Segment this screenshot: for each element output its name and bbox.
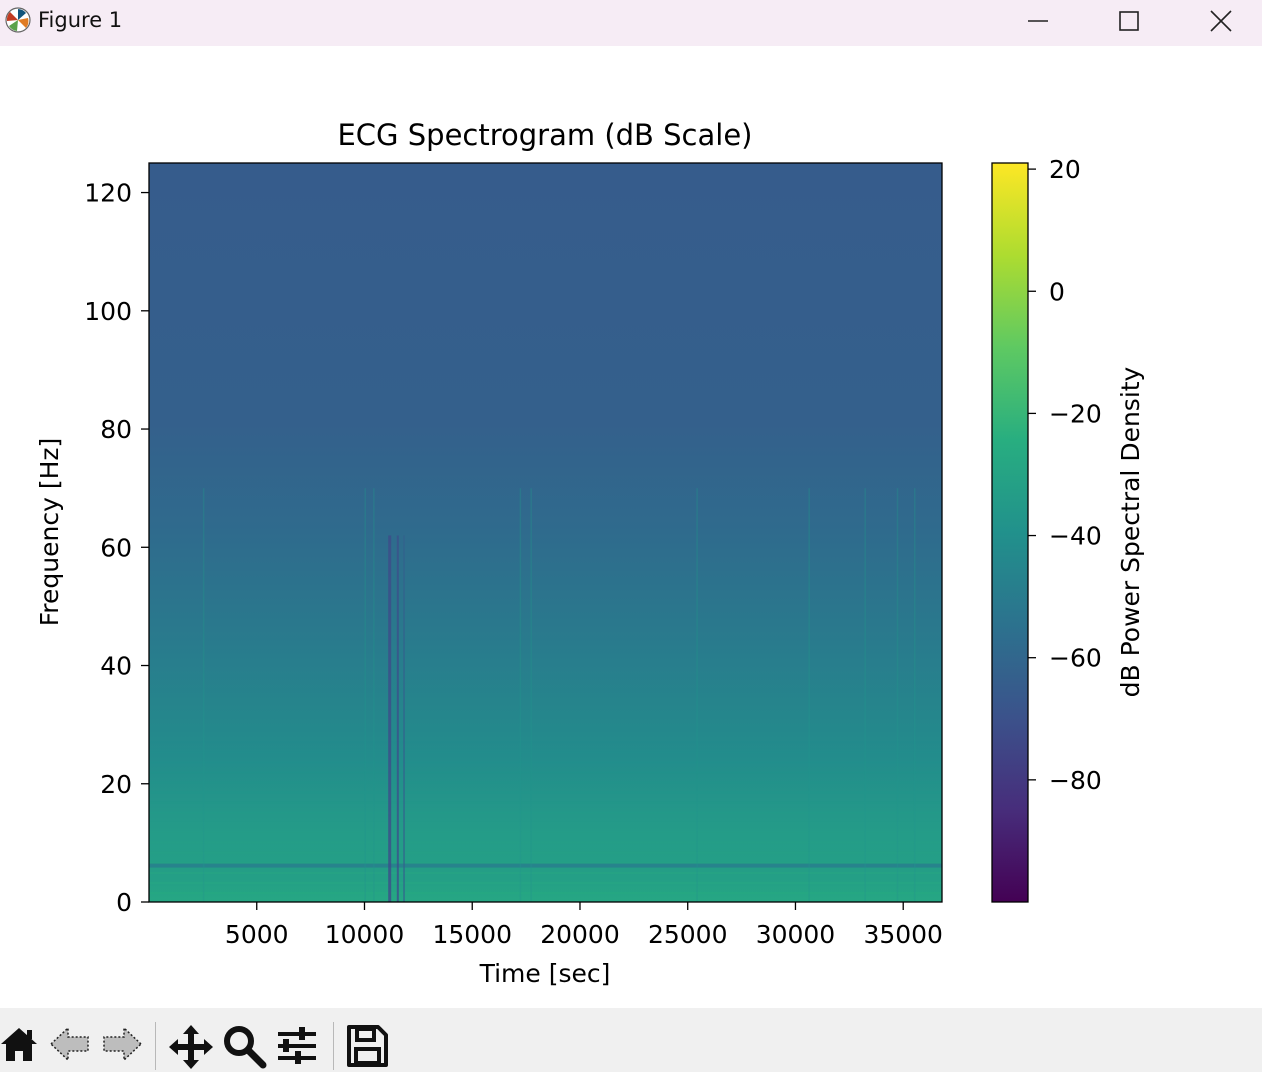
harmonic-band	[149, 871, 942, 875]
maximize-icon	[1119, 11, 1139, 31]
harmonic-band	[149, 831, 942, 834]
transient-line	[696, 488, 698, 902]
harmonic-band	[149, 741, 942, 744]
transient-line	[896, 488, 899, 902]
y-tick-label: 100	[84, 297, 132, 326]
close-icon	[1210, 10, 1232, 32]
harmonic-band	[149, 891, 942, 895]
move-icon	[169, 1025, 213, 1069]
transient-line	[519, 488, 522, 902]
transient-line	[530, 488, 532, 902]
colorbar-label: dB Power Spectral Density	[1116, 366, 1145, 697]
maximize-button[interactable]	[1086, 0, 1172, 42]
transient-line	[202, 488, 205, 902]
spectrogram-axes: 5000 10000 15000 20000 25000 30000 35000 0 20 40…	[84, 162, 943, 949]
floppy-disk-icon	[347, 1025, 388, 1067]
harmonic-band	[149, 801, 942, 804]
toolbar-separator	[155, 1022, 156, 1070]
magnifier-icon	[224, 1026, 267, 1069]
x-axis-ticks: 5000 10000 15000 20000 25000 30000 35000	[225, 902, 943, 949]
y-axis-label: Frequency [Hz]	[35, 438, 64, 627]
colorbar-tick-label: 20	[1049, 155, 1081, 184]
spectrogram-image	[149, 163, 942, 902]
harmonic-band	[149, 781, 942, 784]
sliders-icon	[278, 1027, 316, 1064]
forward-button[interactable]	[98, 1024, 146, 1072]
y-tick-label: 0	[116, 888, 132, 917]
colorbar-tick-label: −20	[1049, 399, 1102, 428]
harmonic-band	[149, 821, 942, 824]
harmonic-bands	[149, 731, 942, 895]
spectrogram-figure: 5000 10000 15000 20000 25000 30000 35000 0 20 40…	[35, 118, 1145, 988]
chart-title: ECG Spectrogram (dB Scale)	[337, 118, 752, 152]
transient-line	[913, 488, 916, 902]
transient-lines	[202, 488, 916, 902]
window-title: Figure 1	[38, 8, 123, 32]
colorbar-tick-label: −60	[1049, 644, 1102, 673]
home-button[interactable]	[0, 1024, 43, 1072]
close-button[interactable]	[1178, 0, 1262, 42]
colorbar-gradient	[992, 163, 1028, 902]
toolbar-separator	[333, 1022, 334, 1070]
x-tick-label: 25000	[648, 920, 728, 949]
harmonic-band	[149, 841, 942, 844]
matplotlib-logo-icon	[5, 7, 31, 33]
transient-line	[388, 535, 392, 902]
minimize-button[interactable]	[995, 0, 1081, 42]
navigation-toolbar	[0, 1008, 1262, 1072]
axes-frame	[148, 162, 943, 903]
harmonic-band	[149, 771, 942, 774]
forward-arrow-icon	[103, 1026, 143, 1062]
transient-line	[364, 488, 366, 902]
y-tick-label: 80	[100, 415, 132, 444]
pan-button[interactable]	[167, 1024, 215, 1072]
x-tick-label: 30000	[756, 920, 836, 949]
colorbar-ticks: 20 0 −20 −40 −60 −80	[1028, 155, 1102, 795]
harmonic-band	[149, 881, 942, 885]
zoom-button[interactable]	[220, 1024, 268, 1072]
back-button[interactable]	[46, 1024, 94, 1072]
y-tick-label: 120	[84, 179, 132, 208]
harmonic-band	[149, 863, 942, 868]
x-tick-label: 5000	[225, 920, 289, 949]
back-arrow-icon	[49, 1026, 89, 1062]
x-tick-label: 35000	[863, 920, 943, 949]
harmonic-band	[149, 851, 942, 854]
configure-subplots-button[interactable]	[273, 1024, 321, 1072]
x-tick-label: 15000	[432, 920, 512, 949]
title-bar: Figure 1	[0, 0, 1262, 46]
x-axis-label: Time [sec]	[479, 959, 611, 988]
colorbar-tick-label: −80	[1049, 766, 1102, 795]
figure-canvas[interactable]: 5000 10000 15000 20000 25000 30000 35000 0 20 40…	[0, 46, 1262, 1008]
x-tick-label: 20000	[540, 920, 620, 949]
y-tick-label: 60	[100, 533, 132, 562]
colorbar-tick-label: −40	[1049, 522, 1102, 551]
transient-line	[808, 488, 810, 902]
y-axis-ticks: 0 20 40 60 80 100 120	[84, 179, 149, 917]
x-tick-label: 10000	[325, 920, 405, 949]
harmonic-band	[149, 861, 942, 864]
harmonic-band	[149, 761, 942, 764]
transient-line	[403, 535, 405, 902]
harmonic-band	[149, 811, 942, 814]
transient-line	[396, 535, 399, 902]
transient-line	[864, 488, 866, 902]
y-tick-label: 20	[100, 770, 132, 799]
colorbar-tick-label: 0	[1049, 277, 1065, 306]
transient-line	[373, 488, 375, 902]
home-icon	[1, 1028, 37, 1061]
colorbar-frame	[991, 162, 1029, 903]
harmonic-band	[149, 731, 942, 734]
minimize-icon	[1028, 20, 1048, 22]
save-button[interactable]	[343, 1024, 391, 1072]
harmonic-band	[149, 751, 942, 754]
harmonic-band	[149, 791, 942, 794]
colorbar: 20 0 −20 −40 −60 −80 dB Power Spectral Densit…	[991, 155, 1145, 903]
y-tick-label: 40	[100, 652, 132, 681]
